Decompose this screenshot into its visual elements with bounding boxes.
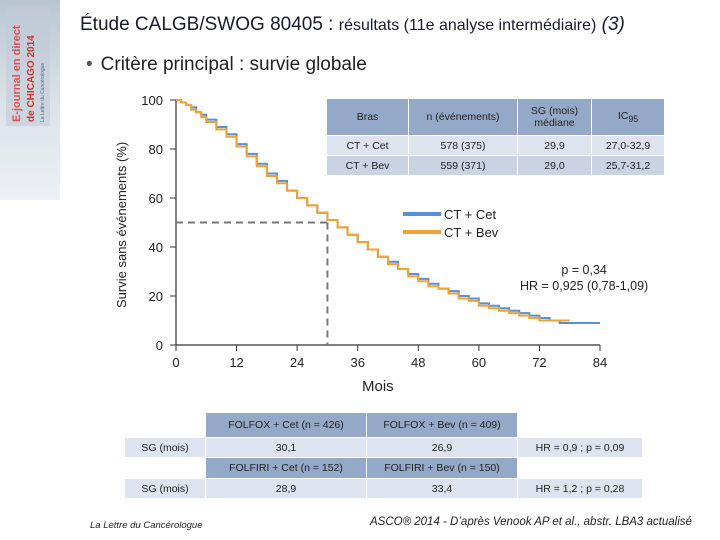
x-tick-label: 36 — [350, 355, 364, 370]
y-tick-label: 80 — [149, 142, 163, 157]
footer-source: ASCO® 2014 - D’après Venook AP et al., a… — [370, 516, 692, 528]
p-value: p = 0,34 — [561, 263, 607, 277]
title-ref: (3) — [601, 14, 625, 35]
table-row: CT + Cet 578 (375) 29,9 27,0-32,9 — [326, 135, 665, 156]
hazard-ratio: HR = 0,925 (0,78-1,09) — [520, 279, 649, 293]
table-cell: 33,4 — [366, 478, 518, 499]
table-cell: HR = 0,9 ; p = 0,09 — [517, 437, 643, 458]
x-tick-label: 84 — [593, 355, 607, 370]
table-cell: 29,9 — [517, 135, 592, 156]
svg-text:Survie sans événements (%): Survie sans événements (%) — [114, 142, 129, 308]
svg-text:de CHICAGO 2014: de CHICAGO 2014 — [26, 35, 37, 122]
svg-text:E-journal en direct: E-journal en direct — [11, 25, 23, 122]
table-cell: 559 (371) — [408, 155, 518, 176]
y-axis-label: Survie sans événements (%) — [114, 142, 129, 308]
table-header-cell: Bras — [326, 98, 409, 136]
table-row: SG (mois) 30,1 26,9 HR = 0,9 ; p = 0,09 — [124, 437, 643, 458]
table-cell: 30,1 — [205, 437, 367, 458]
table-cell: CT + Bev — [326, 155, 409, 176]
table-cell: 578 (375) — [408, 135, 518, 156]
y-tick-label: 100 — [141, 93, 163, 108]
journal-logo: E-journal en direct de CHICAGO 2014 La L… — [6, 6, 50, 126]
subgroup-table: FOLFOX + Cet (n = 426) FOLFOX + Bev (n =… — [124, 412, 643, 499]
table-cell: 25,7-31,2 — [591, 155, 665, 176]
subgroup-header-cell: FOLFOX + Cet (n = 426) — [205, 412, 367, 438]
y-tick-label: 40 — [149, 240, 163, 255]
subgroup-header-cell: FOLFOX + Bev (n = 409) — [366, 412, 518, 438]
results-table: Bras n (événements) SG (mois) médiane IC… — [326, 98, 665, 176]
row-label: SG (mois) — [124, 478, 206, 499]
bullet-dot-icon: • — [86, 54, 93, 75]
table-header-cell: IC95 — [591, 98, 665, 136]
x-tick-label: 48 — [411, 355, 425, 370]
legend-label-cet: CT + Cet — [444, 207, 497, 222]
page-title: Étude CALGB/SWOG 80405 : résultats (11e … — [80, 14, 710, 36]
table-header-row: Bras n (événements) SG (mois) médiane IC… — [326, 98, 665, 136]
legend-label-bev: CT + Bev — [444, 225, 499, 240]
x-tick-label: 72 — [532, 355, 546, 370]
svg-text:La Lettre du Cancérologue: La Lettre du Cancérologue — [40, 63, 46, 122]
subgroup-header-row: FOLFOX + Cet (n = 426) FOLFOX + Bev (n =… — [124, 412, 643, 438]
title-sub: résultats (11e analyse intermédiaire) — [338, 17, 597, 34]
y-tick-label: 0 — [156, 338, 163, 353]
table-cell: 26,9 — [366, 437, 518, 458]
subgroup-header-row: FOLFIRI + Cet (n = 152) FOLFIRI + Bev (n… — [124, 457, 643, 479]
subgroup-header-cell: FOLFIRI + Bev (n = 150) — [366, 457, 518, 479]
title-main: Étude CALGB/SWOG 80405 : — [80, 14, 339, 35]
table-cell: 28,9 — [205, 478, 367, 499]
table-cell: HR = 1,2 ; p = 0,28 — [517, 478, 643, 499]
table-cell: CT + Cet — [326, 135, 409, 156]
footer-journal: La Lettre du Cancérologue — [90, 520, 203, 531]
sidebar-brand-panel: E-journal en direct de CHICAGO 2014 La L… — [0, 0, 60, 200]
section-bullet: • Critère principal : survie globale — [86, 54, 367, 76]
chart-legend: CT + Cet CT + Bev — [403, 207, 499, 240]
x-tick-label: 0 — [172, 355, 179, 370]
table-row: SG (mois) 28,9 33,4 HR = 1,2 ; p = 0,28 — [124, 478, 643, 499]
stats-annotation: p = 0,34 HR = 0,925 (0,78-1,09) — [520, 262, 648, 294]
y-tick-label: 20 — [149, 289, 163, 304]
survival-curve-bev — [176, 99, 570, 322]
x-tick-label: 12 — [229, 355, 243, 370]
subgroup-header-cell: FOLFIRI + Cet (n = 152) — [205, 457, 367, 479]
ic95-label: IC95 — [617, 109, 639, 125]
bullet-text: Critère principal : survie globale — [100, 54, 367, 75]
x-tick-label: 24 — [290, 355, 304, 370]
row-label: SG (mois) — [124, 437, 206, 458]
x-axis-title: Mois — [362, 378, 394, 395]
table-header-cell: SG (mois) médiane — [517, 98, 592, 136]
table-cell: 29,0 — [517, 155, 592, 176]
y-tick-label: 60 — [149, 191, 163, 206]
ic95-subscript: 95 — [628, 114, 639, 125]
table-row: CT + Bev 559 (371) 29,0 25,7-31,2 — [326, 155, 665, 176]
table-cell: 27,0-32,9 — [591, 135, 665, 156]
table-header-cell: n (événements) — [408, 98, 518, 136]
x-tick-label: 60 — [472, 355, 486, 370]
